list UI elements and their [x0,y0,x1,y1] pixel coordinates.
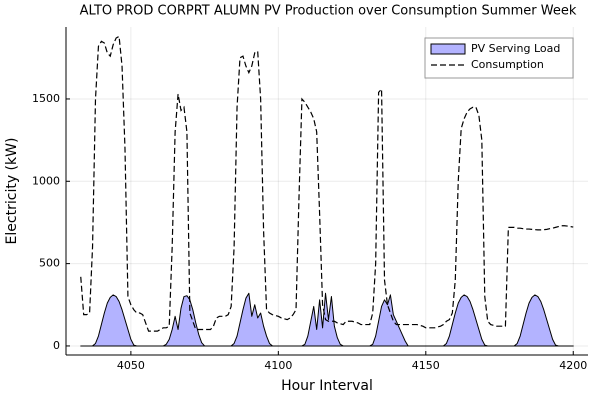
y-axis-label: Electricity (kW) [4,138,20,245]
chart-title: ALTO PROD CORPRT ALUMN PV Production ove… [80,4,577,19]
y-tick-label: 500 [39,257,60,270]
y-tick-label: 1000 [32,174,60,187]
x-tick-label: 4050 [117,359,145,372]
x-tick-label: 4150 [412,359,440,372]
legend-label: PV Serving Load [471,42,560,55]
y-tick-label: 0 [53,339,60,352]
legend-label: Consumption [471,58,544,71]
line [80,35,574,332]
x-axis-label: Hour Interval [281,378,373,394]
x-tick-label: 4200 [559,359,587,372]
y-tick-label: 1500 [32,92,60,105]
area [80,292,574,347]
legend: PV Serving Load Consumption [424,37,574,79]
legend-swatch [430,43,466,55]
x-tick-label: 4100 [264,359,292,372]
